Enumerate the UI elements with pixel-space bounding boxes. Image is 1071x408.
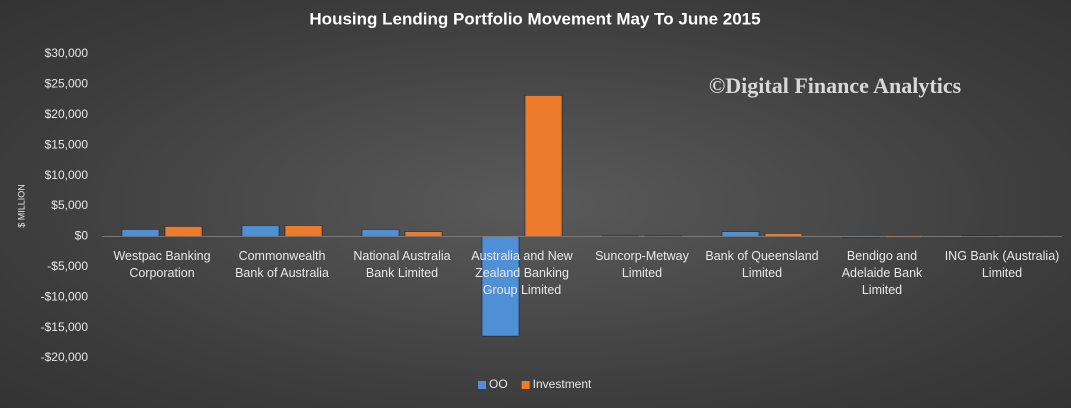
x-tick-label: Bank of Queensland Limited [705,249,819,281]
y-tick-label: -$10,000 [41,289,89,303]
chart-title: Housing Lending Portfolio Movement May T… [309,9,760,28]
bar [524,95,563,237]
y-tick-label: $30,000 [45,46,89,60]
x-tick-label: National Australia Bank Limited [353,249,451,281]
bar [164,226,203,237]
y-tick-label: -$20,000 [41,350,89,364]
x-tick-label: Bendigo and Adelaide Bank Limited [841,249,923,298]
bar [481,236,520,337]
x-tick-label: Commonwealth Bank of Australia [235,249,329,281]
x-tick-label: Westpac Banking Corporation [113,249,211,281]
bar [241,225,280,237]
y-axis-label: $ MILLION [16,184,26,228]
bar [284,225,323,237]
watermark: ©Digital Finance Analytics [709,73,962,98]
legend-swatch [478,381,486,389]
bar [121,229,160,237]
y-tick-label: $10,000 [45,168,89,182]
bar [764,233,803,237]
legend-label: Investment [533,377,592,391]
y-tick-label: $5,000 [51,198,88,212]
y-tick-label: -$15,000 [41,320,89,334]
legend-label: OO [489,377,508,391]
bar [721,231,760,237]
x-tick-label: Australia and New Zealand Banking Group … [471,249,573,298]
bar [404,231,443,237]
x-tick-label: ING Bank (Australia) Limited [944,249,1060,281]
legend-swatch [521,381,530,389]
y-tick-label: $25,000 [45,77,89,91]
x-tick-label: Suncorp-Metway Limited [595,249,689,281]
bar [361,229,400,237]
y-tick-label: -$5,000 [47,259,88,273]
y-tick-label: $15,000 [45,137,89,151]
y-tick-label: $0 [75,229,89,243]
y-tick-label: $20,000 [45,107,89,121]
